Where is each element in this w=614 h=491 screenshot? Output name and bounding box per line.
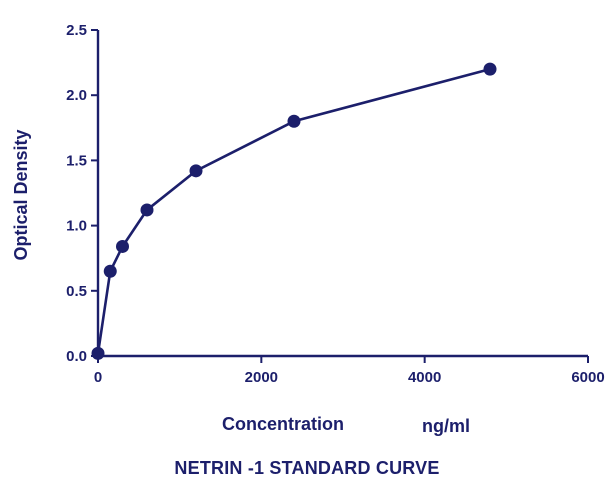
- y-ticks: 0.0 0.5 1.0 1.5 2.0 2.5: [66, 22, 98, 365]
- y-tick-label: 0.0: [66, 348, 87, 365]
- axes: [96, 30, 588, 358]
- y-tick-label: 2.0: [66, 87, 87, 104]
- x-tick-label: 2000: [245, 369, 278, 386]
- data-point: [140, 203, 154, 217]
- x-tick-label: 4000: [408, 369, 441, 386]
- chart-caption: NETRIN -1 STANDARD CURVE: [174, 458, 440, 478]
- data-point: [287, 114, 301, 128]
- data-point: [483, 62, 497, 76]
- data-point: [91, 346, 105, 360]
- x-ticks: 0 2000 4000 6000: [94, 356, 605, 386]
- data-point: [116, 239, 129, 253]
- series-line: [96, 67, 491, 354]
- y-tick-label: 1.5: [66, 152, 87, 169]
- x-axis-title: Concentration: [222, 414, 344, 434]
- data-point: [103, 264, 117, 278]
- x-tick-label: 6000: [571, 369, 604, 386]
- x-axis-unit: ng/ml: [422, 416, 470, 436]
- y-axis-title: Optical Density: [11, 129, 31, 260]
- y-tick-label: 0.5: [66, 283, 87, 300]
- y-tick-label: 1.0: [66, 218, 87, 235]
- x-tick-label: 0: [94, 369, 102, 386]
- series-group: [91, 62, 497, 360]
- y-tick-label: 2.5: [66, 22, 87, 39]
- data-point: [189, 164, 203, 178]
